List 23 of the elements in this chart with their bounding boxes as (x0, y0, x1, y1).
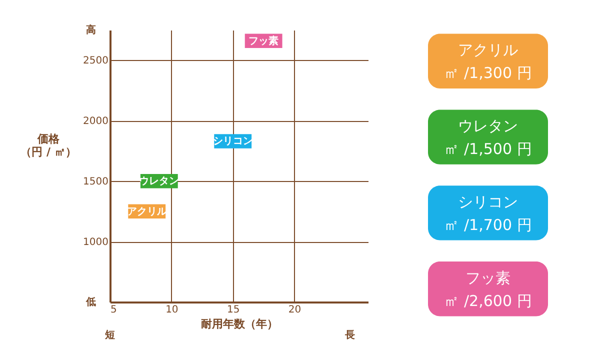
text: ㎡ /1,700 円 (444, 216, 532, 234)
category-label: ウレタン (458, 117, 518, 136)
x-tick-label: 20 (288, 304, 302, 316)
y-tick-label: 1000 (83, 237, 108, 248)
category-label: シリコン (458, 192, 518, 211)
x-axis-title: 耐用年数（年） (201, 318, 278, 330)
y-tick-label: 2000 (83, 116, 108, 128)
y-tick-label: 2500 (83, 56, 108, 67)
text: ㎡ /2,600 円 (444, 292, 532, 310)
y-axis-title: 価格（円 / ㎡） (20, 132, 76, 158)
category-label: フッ素 (466, 268, 510, 287)
text: ㎡ /1,300 円 (444, 64, 532, 82)
category-label: アクリル (458, 41, 518, 60)
x-tick-label: 10 (166, 304, 178, 316)
text: ㎡ /1,500 円 (444, 140, 532, 158)
x-tick-label: 5 (110, 304, 117, 316)
series-label: ウレタン (139, 176, 180, 188)
text: 短 (104, 329, 115, 341)
text: 低 (85, 296, 96, 308)
y-tick-label: 1500 (83, 176, 108, 188)
text: 長 (344, 329, 355, 341)
x-tick-label: 15 (226, 304, 240, 316)
text: 高 (86, 24, 96, 36)
